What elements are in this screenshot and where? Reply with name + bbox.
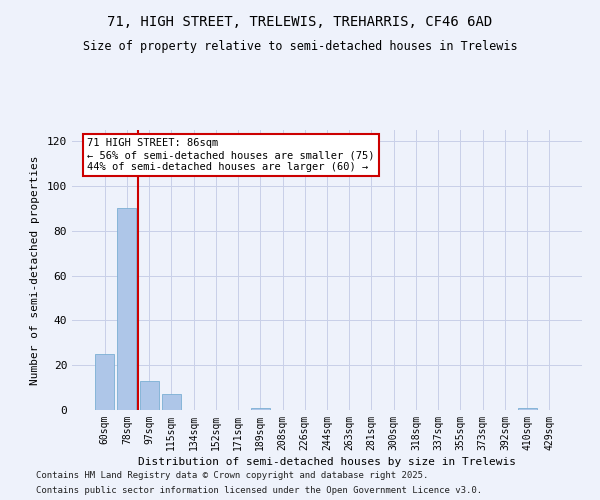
Bar: [140, 381, 158, 410]
Text: Contains HM Land Registry data © Crown copyright and database right 2025.: Contains HM Land Registry data © Crown c…: [36, 471, 428, 480]
Text: Size of property relative to semi-detached houses in Trelewis: Size of property relative to semi-detach…: [83, 40, 517, 53]
Y-axis label: Number of semi-detached properties: Number of semi-detached properties: [30, 155, 40, 385]
Text: 71, HIGH STREET, TRELEWIS, TREHARRIS, CF46 6AD: 71, HIGH STREET, TRELEWIS, TREHARRIS, CF…: [107, 15, 493, 29]
X-axis label: Distribution of semi-detached houses by size in Trelewis: Distribution of semi-detached houses by …: [138, 457, 516, 467]
Bar: [162, 394, 181, 410]
Bar: [518, 408, 536, 410]
Text: Contains public sector information licensed under the Open Government Licence v3: Contains public sector information licen…: [36, 486, 482, 495]
Bar: [95, 354, 114, 410]
Text: 71 HIGH STREET: 86sqm
← 56% of semi-detached houses are smaller (75)
44% of semi: 71 HIGH STREET: 86sqm ← 56% of semi-deta…: [88, 138, 375, 172]
Bar: [118, 208, 136, 410]
Bar: [251, 408, 270, 410]
